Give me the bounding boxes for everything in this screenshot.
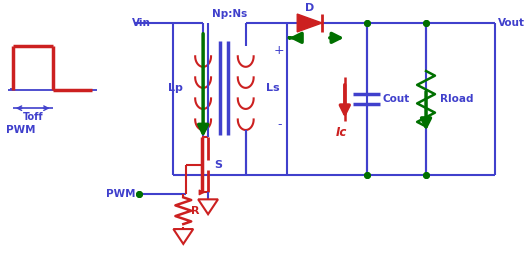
Text: S: S <box>214 160 222 170</box>
Text: Ls: Ls <box>266 83 279 93</box>
Polygon shape <box>297 14 322 32</box>
Text: PWM: PWM <box>6 125 36 135</box>
Text: -: - <box>277 119 281 132</box>
Text: D: D <box>305 3 314 13</box>
Text: Vout: Vout <box>498 18 525 28</box>
Text: Cout: Cout <box>383 94 410 104</box>
Text: Vin: Vin <box>132 18 151 28</box>
Text: PWM: PWM <box>106 189 136 199</box>
Text: R: R <box>191 206 200 216</box>
Text: Rload: Rload <box>440 94 473 104</box>
Text: +: + <box>274 44 285 57</box>
Text: Ic: Ic <box>336 126 348 139</box>
Text: Lp: Lp <box>169 83 183 93</box>
Text: Np:Ns: Np:Ns <box>212 9 247 19</box>
Text: Toff: Toff <box>22 112 43 122</box>
